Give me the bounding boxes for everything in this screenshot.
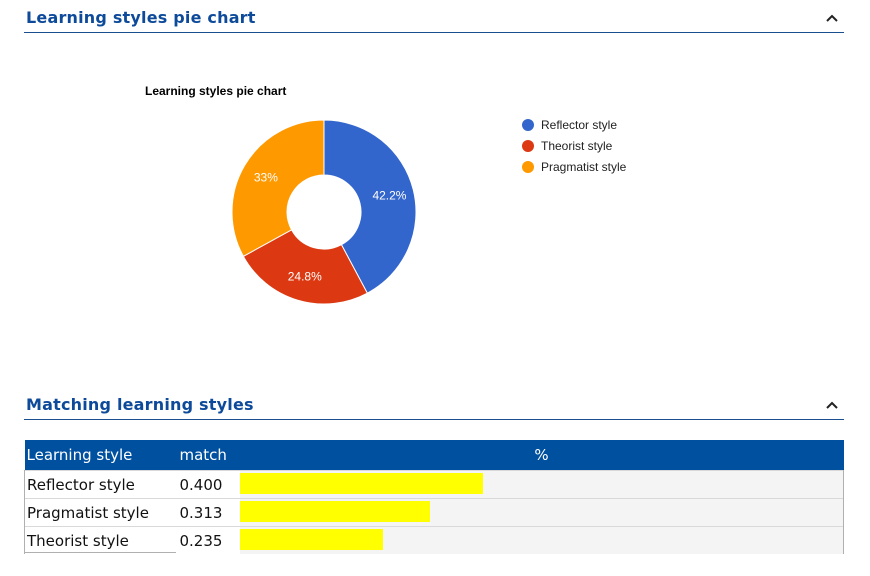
header-learning-style: Learning style [24,440,178,471]
row-learning-style: Pragmatist style [24,498,178,527]
legend-swatch [522,140,534,152]
chart-title: Learning styles pie chart [145,84,287,98]
chevron-up-icon[interactable] [824,397,840,413]
row-match-value: 0.313 [177,498,240,527]
row-percent-bar-cell [239,470,844,499]
match-section-header: Matching learning styles [24,395,844,420]
match-table: Learning style match % Reflector style 0.… [24,440,844,554]
legend-swatch [522,161,534,173]
pie-slice[interactable] [323,119,417,294]
match-section-title: Matching learning styles [26,395,254,414]
header-percent: % [239,440,844,471]
legend-label: Theorist style [541,139,613,153]
table-row: Reflector style 0.400 [24,470,844,499]
legend-swatch [522,119,534,131]
table-row: Pragmatist style 0.313 [24,498,844,527]
table-header-row: Learning style match % [24,440,844,471]
row-percent-bar-cell [239,526,844,554]
chevron-up-icon[interactable] [824,10,840,26]
pie-slice-label: 24.8% [288,270,322,284]
match-bar [239,501,430,522]
table-row: Theorist style 0.235 [24,526,844,554]
pie-section-header: Learning styles pie chart [24,8,844,33]
pie-slice-label: 33% [254,171,278,185]
pie-chart-svg: 42.2% 24.8% 33% [231,119,417,305]
row-percent-bar-cell [239,498,844,527]
row-match-value: 0.400 [177,470,240,499]
pie-slice-label: 42.2% [372,189,406,203]
pie-slice[interactable] [231,119,325,258]
pie-slice[interactable] [242,229,368,305]
pie-section-title: Learning styles pie chart [26,8,256,27]
pie-chart: Learning styles pie chart 42.2% 24.8% 33% … [0,60,870,380]
row-learning-style: Theorist style [24,526,178,554]
row-learning-style: Reflector style [24,470,178,499]
match-bar [239,529,383,550]
match-bar [239,473,483,494]
header-match: match [177,440,240,471]
legend-label: Reflector style [541,118,618,132]
row-match-value: 0.235 [177,526,240,554]
table-bottom-border [24,552,176,553]
legend-label: Pragmatist style [541,160,627,174]
